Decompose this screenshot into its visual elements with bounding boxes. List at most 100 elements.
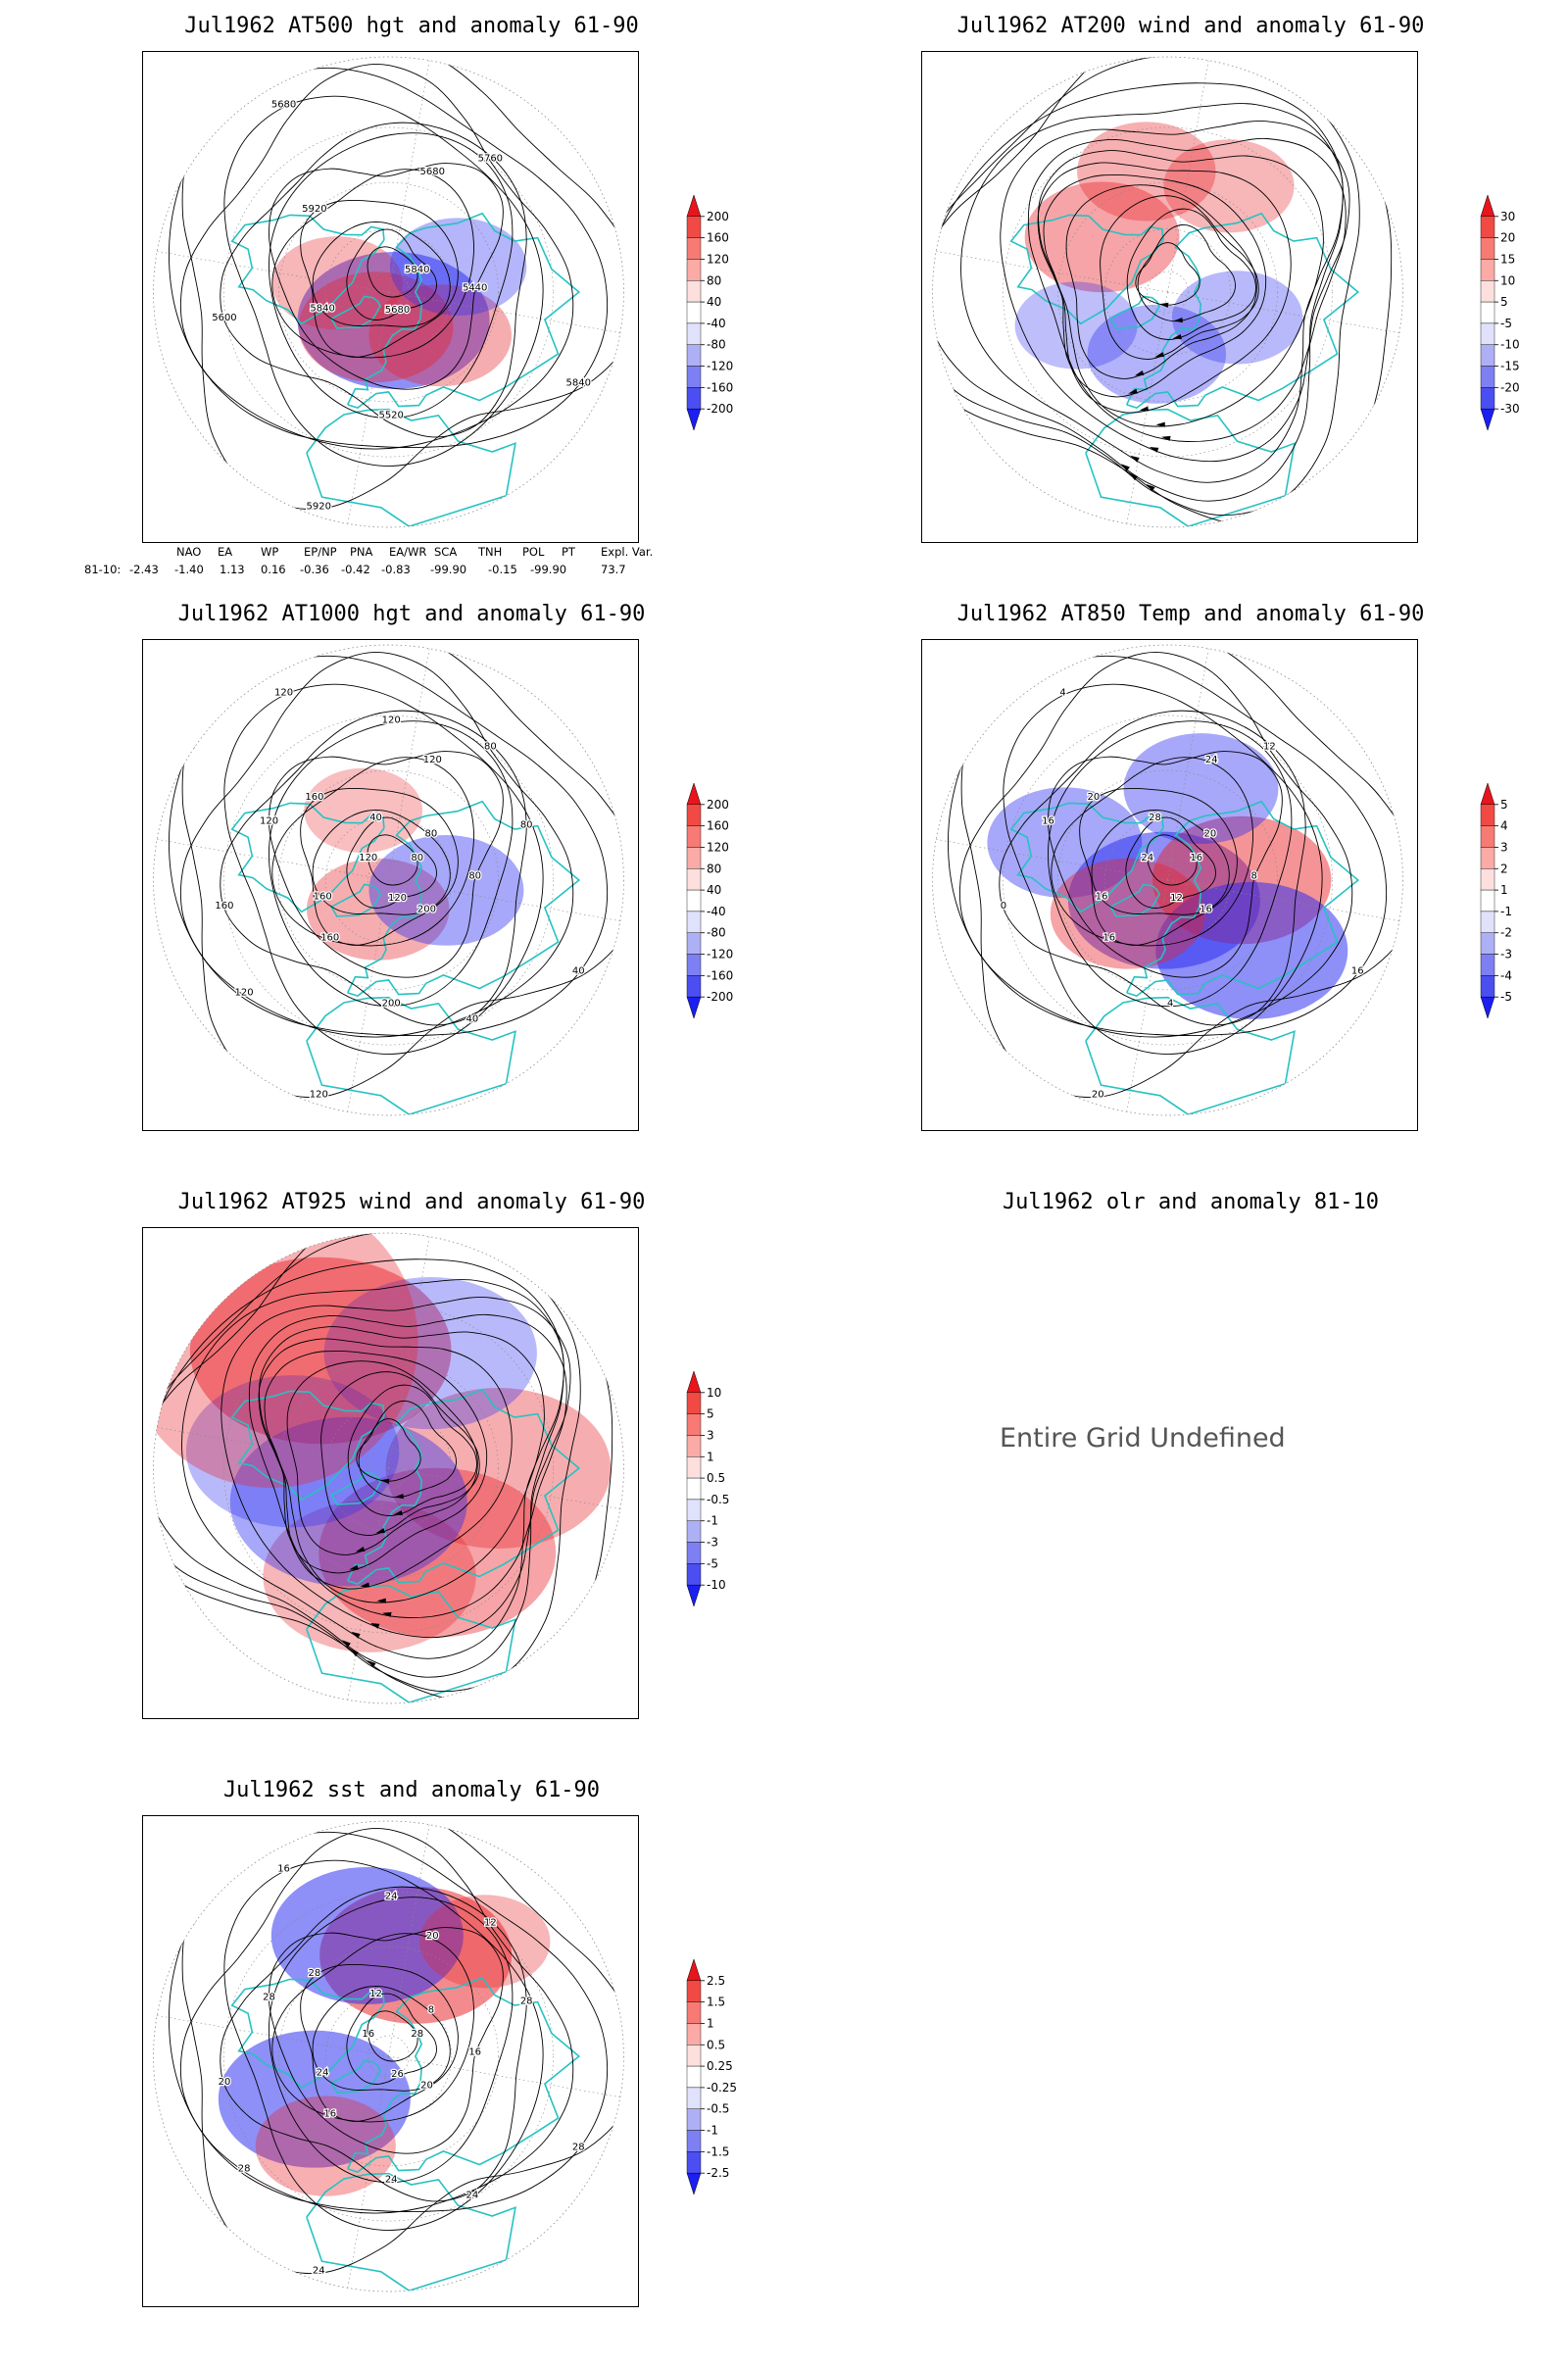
colorbar-tick-label: -2 — [1500, 926, 1512, 940]
index-value: 1.13 — [220, 563, 245, 576]
contour-line — [1051, 757, 1254, 947]
colorbar-tick-label: -0.5 — [707, 1493, 729, 1506]
colorbar-tick-label: -30 — [1500, 402, 1520, 416]
latitude-circle — [278, 181, 499, 403]
index-header: PNA — [350, 545, 373, 559]
contour-label: 12 — [369, 1989, 382, 1999]
contour-label: 80 — [183, 741, 196, 752]
colorbar-swatch — [1480, 387, 1495, 410]
contour-line — [367, 246, 418, 298]
contour-label: 24 — [183, 1917, 196, 1928]
contour-label: 40 — [572, 965, 585, 976]
colorbar-swatch — [686, 954, 702, 976]
streamline — [356, 1418, 421, 1482]
anomaly-shading — [189, 1257, 452, 1445]
colorbar-tick-label: 80 — [707, 862, 721, 875]
colorbar-swatch — [686, 322, 702, 345]
anomaly-shading — [419, 1895, 551, 1989]
streamline — [259, 1326, 545, 1603]
colorbar-swatch — [1480, 322, 1495, 345]
index-row-label: 81-10: — [84, 563, 122, 576]
coastline — [230, 802, 385, 913]
coastline — [306, 2172, 516, 2292]
streamline-arrow — [360, 1582, 370, 1588]
colorbar-tick-label: -1 — [707, 2124, 718, 2138]
contour-line — [223, 683, 544, 1055]
contour-line — [181, 1821, 624, 2274]
index-value: -0.36 — [300, 563, 329, 576]
colorbar-tick-label: -1 — [707, 1514, 718, 1528]
colorbar-swatch — [686, 2065, 702, 2089]
colorbar-swatch — [1480, 847, 1495, 869]
colorbar-tick-label: 5 — [1500, 295, 1508, 309]
colorbar-swatch — [686, 1477, 702, 1501]
colorbar-tick-label: 120 — [707, 252, 729, 266]
index-value: -1.40 — [174, 563, 204, 576]
colorbar-tick-label: -5 — [1500, 317, 1512, 330]
anomaly-shading — [263, 1500, 476, 1652]
contour-label: 20 — [426, 1931, 439, 1942]
colorbar-tick-label: -120 — [707, 948, 733, 961]
polar-map — [932, 56, 1403, 528]
contour-line — [268, 1897, 514, 2184]
index-header: EP/NP — [304, 545, 337, 559]
colorbar-swatch — [686, 804, 702, 826]
colorbar-tick-label: -120 — [707, 360, 733, 373]
colorbar-swatch — [686, 911, 702, 933]
latitude-circle — [1057, 181, 1278, 403]
colorbar-tick-label: 160 — [707, 819, 729, 833]
contour-label: 80 — [484, 741, 497, 752]
streamline — [181, 1279, 564, 1659]
colorbar-swatch — [686, 237, 702, 260]
coastline — [1109, 883, 1161, 917]
colorbar-arrow-top — [686, 782, 702, 806]
contour-label: 28 — [238, 2164, 251, 2175]
colorbar-swatch — [686, 2087, 702, 2109]
coastline — [1125, 212, 1360, 409]
contour-label: 5440 — [463, 283, 487, 294]
contour-label: 24 — [1205, 755, 1218, 765]
streamline-arrow — [341, 1640, 351, 1648]
contour-label: 28 — [309, 1968, 321, 1979]
coastline — [330, 295, 382, 329]
contour-line — [269, 751, 504, 978]
colorbar: 10 5 3 1 0.5 -0.5 -1 -3 -5 -10 — [681, 1361, 740, 1636]
colorbar-tick-label: 3 — [1500, 840, 1508, 854]
colorbar-tick-label: -200 — [707, 402, 733, 416]
colorbar-tick-label: -0.25 — [707, 2081, 737, 2095]
polar-map: 80 120 160 160 120 80 200 160 120 80 40 120 120 40 80 2… — [153, 644, 624, 1116]
contour-label: 16 — [1190, 853, 1202, 863]
colorbar-swatch — [686, 1980, 702, 2002]
colorbar-swatch — [1480, 804, 1495, 826]
streamline — [1000, 120, 1350, 463]
contour-line — [169, 67, 609, 449]
panel-title: Jul1962 olr and anomaly 81-10 — [1002, 1190, 1380, 1214]
colorbar-arrow-bottom — [1480, 996, 1495, 1019]
contour-line — [181, 645, 624, 1098]
index-header: Expl. Var. — [601, 545, 654, 559]
colorbar-tick-label: -10 — [707, 1578, 726, 1592]
contour-label: 160 — [314, 892, 332, 903]
contour-label: 12 — [484, 1917, 497, 1928]
colorbar-tick-label: 80 — [707, 273, 721, 287]
contour-line — [1003, 683, 1323, 1055]
colorbar-swatch — [686, 1499, 702, 1521]
coastline — [230, 1978, 385, 2090]
colorbar-tick-label: 40 — [707, 883, 721, 897]
colorbar-tick-label: 2 — [1500, 862, 1508, 875]
streamline — [153, 1258, 564, 1678]
coastline — [330, 2059, 382, 2094]
contour-line — [220, 122, 527, 438]
latitude-circle — [223, 715, 554, 1046]
latitude-circle — [223, 1891, 554, 2222]
contour-line — [367, 834, 418, 886]
map-frame: 5840 5680 5840 5920 5680 5440 5520 5600 5680 5760… — [142, 51, 639, 543]
contour-label: 26 — [391, 2069, 404, 2080]
streamline-arrow — [381, 1611, 392, 1617]
contour-label: 24 — [466, 2191, 479, 2201]
streamline-arrow — [1155, 421, 1165, 427]
colorbar-tick-label: -3 — [1500, 948, 1512, 961]
index-header: PT — [562, 545, 575, 559]
coastline — [346, 800, 581, 997]
colorbar-tick-label: -3 — [707, 1536, 718, 1550]
